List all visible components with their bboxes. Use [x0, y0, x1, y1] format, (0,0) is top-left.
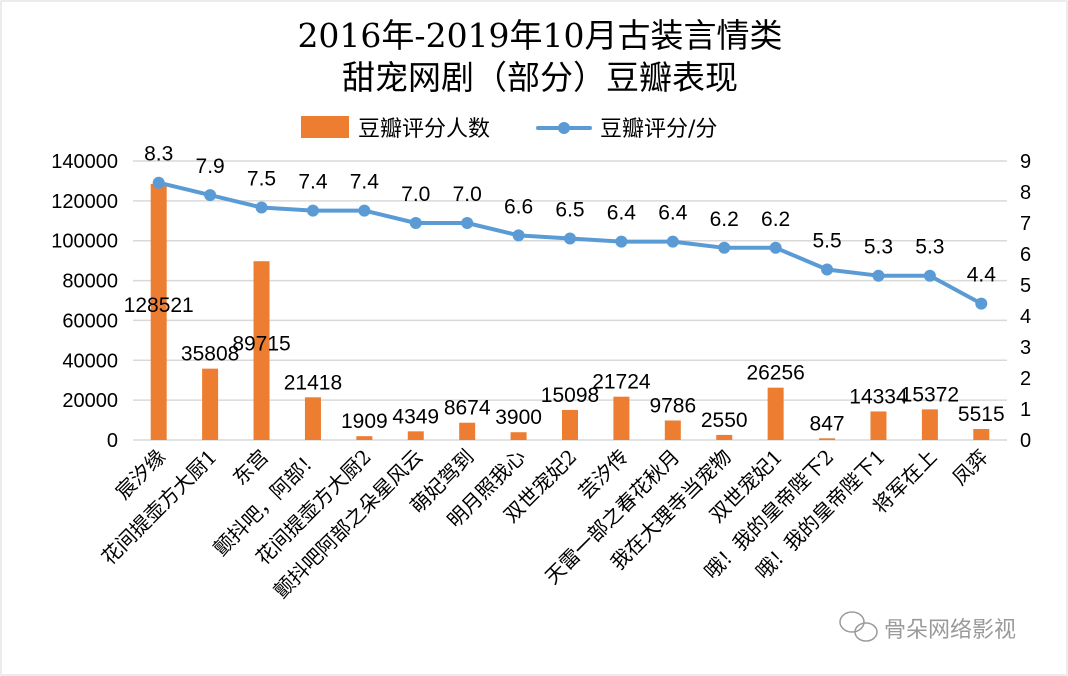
bar-data-label: 5515	[958, 403, 1005, 426]
rating-data-label: 7.9	[196, 155, 225, 178]
rating-point	[615, 235, 628, 248]
left-axis-tick-label: 40000	[62, 350, 118, 372]
bar	[664, 420, 681, 440]
rating-point	[872, 269, 885, 282]
watermark-text: 骨朵网络影视	[884, 618, 1016, 643]
bar-data-label: 3900	[495, 406, 542, 429]
bar-data-label: 21724	[592, 371, 651, 394]
bar-data-label: 21418	[284, 371, 342, 394]
watermark: 骨朵网络影视	[839, 611, 1016, 643]
bar	[870, 411, 887, 440]
right-axis-tick-label: 9	[1020, 151, 1031, 173]
rating-data-label: 7.0	[401, 183, 430, 206]
legend-line-label: 豆瓣评分/分	[600, 117, 717, 142]
left-axis-tick-label: 100000	[51, 231, 118, 253]
bar-data-label: 8674	[444, 397, 491, 420]
bar-data-label: 26256	[746, 362, 804, 385]
bar	[716, 434, 733, 440]
rating-point	[666, 235, 679, 248]
rating-data-label: 7.4	[298, 171, 328, 194]
rating-data-label: 7.4	[350, 171, 380, 194]
rating-point	[975, 297, 988, 310]
left-axis-tick-label: 140000	[51, 151, 118, 173]
bar-data-label: 2550	[701, 409, 748, 432]
bar-data-label: 9786	[649, 394, 696, 417]
rating-point	[564, 232, 576, 245]
bar	[253, 261, 270, 440]
bar	[767, 387, 784, 440]
legend: 豆瓣评分人数 豆瓣评分/分	[301, 116, 717, 142]
left-axis-tick-label: 20000	[62, 390, 118, 412]
right-axis-tick-label: 7	[1020, 213, 1031, 235]
rating-point	[306, 204, 319, 217]
legend-bar-swatch	[301, 116, 349, 138]
chart-title-line-2: 甜宠网剧（部分）豆瓣表现	[342, 58, 738, 97]
bar-data-label: 1909	[341, 410, 388, 433]
rating-data-label: 7.5	[247, 168, 276, 191]
rating-point	[821, 263, 834, 276]
bar	[921, 409, 938, 440]
rating-data-label: 5.5	[812, 230, 841, 253]
right-axis-tick-label: 2	[1020, 368, 1031, 390]
rating-data-label: 5.3	[915, 236, 944, 259]
bar-data-label: 847	[810, 412, 845, 435]
rating-data-label: 6.6	[504, 195, 533, 218]
right-axis-tick-label: 8	[1020, 182, 1031, 204]
bar-data-label: 89715	[232, 333, 290, 356]
bar	[150, 183, 167, 440]
rating-point	[358, 204, 371, 217]
bar	[562, 409, 578, 440]
legend-bar-label: 豆瓣评分人数	[358, 117, 490, 142]
rating-point	[512, 229, 525, 242]
bar	[613, 396, 630, 440]
bar	[304, 397, 321, 440]
bar	[202, 368, 219, 440]
bar-data-label: 4349	[392, 405, 439, 428]
rating-data-label: 6.4	[607, 202, 637, 225]
chart-title-line-1: 2016年-2019年10月古装言情类	[297, 16, 782, 55]
rating-point	[409, 217, 422, 229]
right-axis-tick-label: 0	[1020, 430, 1031, 452]
bar	[510, 432, 527, 440]
bar-data-label: 15098	[541, 384, 599, 407]
bar	[819, 438, 836, 440]
right-axis-tick-label: 1	[1020, 399, 1031, 421]
rating-point	[718, 241, 731, 254]
rating-data-label: 8.3	[144, 143, 173, 166]
rating-point	[461, 217, 474, 229]
bar-data-label: 35808	[181, 343, 239, 366]
rating-point	[923, 269, 936, 282]
legend-line-marker	[558, 122, 570, 134]
left-axis-tick-label: 80000	[62, 271, 118, 293]
rating-point	[255, 201, 268, 214]
rating-data-label: 5.3	[864, 236, 893, 259]
bar-data-label: 128521	[124, 294, 194, 317]
right-axis-tick-label: 6	[1020, 244, 1031, 266]
rating-point	[152, 176, 165, 189]
right-axis-tick-label: 4	[1020, 306, 1031, 328]
rating-point	[769, 241, 782, 254]
rating-data-label: 4.4	[967, 264, 997, 287]
bar	[973, 429, 990, 440]
rating-data-label: 6.2	[761, 208, 790, 231]
bar-data-label: 14334	[849, 385, 908, 408]
bar	[407, 431, 424, 440]
right-axis-tick-label: 5	[1020, 275, 1031, 297]
left-axis-tick-label: 120000	[51, 191, 118, 213]
left-axis-tick-label: 0	[107, 430, 118, 452]
rating-point	[204, 189, 217, 202]
rating-data-label: 7.0	[453, 183, 482, 206]
bar-data-label: 15372	[901, 383, 959, 406]
bar	[356, 436, 373, 440]
left-axis-tick-label: 60000	[62, 310, 118, 332]
right-axis-tick-label: 3	[1020, 337, 1031, 359]
rating-data-label: 6.4	[658, 202, 688, 225]
bar	[459, 422, 476, 440]
rating-data-label: 6.5	[555, 199, 584, 222]
rating-data-label: 6.2	[710, 208, 739, 231]
wechat-icon	[839, 611, 878, 642]
